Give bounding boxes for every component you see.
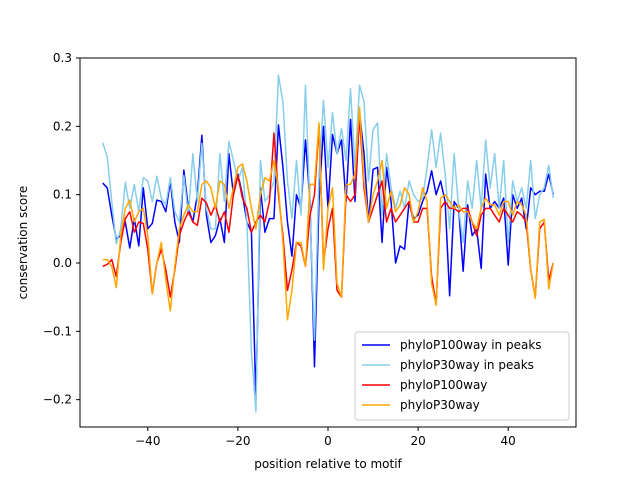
legend-label-0: phyloP100way in peaks: [400, 338, 542, 352]
x-tick-label: 40: [501, 434, 516, 448]
legend-box: [354, 331, 570, 421]
y-tick-label: −0.1: [43, 324, 72, 338]
legend-label-3: phyloP30way: [400, 398, 480, 412]
x-tick-label: 20: [410, 434, 425, 448]
legend-label-2: phyloP100way: [400, 378, 487, 392]
legend: phyloP100way in peaks phyloP30way in peak…: [354, 331, 570, 421]
y-tick-label: 0.2: [53, 119, 72, 133]
y-tick-label: 0.3: [53, 51, 72, 65]
y-tick-label: −0.2: [43, 393, 72, 407]
y-tick-label: 0.1: [53, 188, 72, 202]
y-axis-label: conservation score: [16, 186, 30, 300]
legend-label-1: phyloP30way in peaks: [400, 358, 534, 372]
y-tick-label: 0.0: [53, 256, 72, 270]
x-axis-ticks: −40 −20 0 20 40: [135, 427, 516, 448]
x-tick-label: −40: [135, 434, 160, 448]
x-tick-label: −20: [225, 434, 250, 448]
series-line-1: [102, 74, 554, 413]
series-line-3: [102, 106, 554, 321]
series-layer: [102, 74, 554, 413]
x-axis-label: position relative to motif: [254, 457, 402, 471]
x-tick-label: 0: [324, 434, 332, 448]
y-axis-ticks: −0.2 −0.1 0.0 0.1 0.2 0.3: [43, 51, 80, 407]
